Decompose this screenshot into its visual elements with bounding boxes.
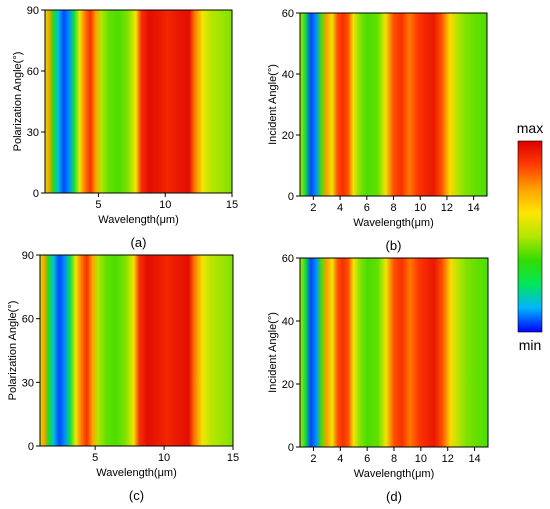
x-tick-label: 5 bbox=[92, 452, 98, 464]
y-tick-label: 90 bbox=[27, 5, 39, 17]
heatmap-panel: 2 4 6 8 10 12 14 0 20 40 60 Wavelength(μm) Incident … bbox=[267, 253, 489, 504]
colorbar-gradient bbox=[517, 140, 543, 333]
x-tick-label: 15 bbox=[226, 199, 238, 211]
heatmap-field bbox=[300, 258, 488, 447]
x-tick-label: 8 bbox=[390, 202, 396, 214]
heatmap-field bbox=[45, 10, 232, 193]
x-tick-label: 15 bbox=[227, 452, 239, 464]
panel-label: (a) bbox=[131, 235, 147, 250]
y-tick-label: 60 bbox=[27, 66, 39, 78]
x-tick-label: 14 bbox=[468, 453, 480, 465]
y-tick-label: 30 bbox=[27, 127, 39, 139]
x-tick-label: 10 bbox=[415, 453, 427, 465]
x-tick-label: 8 bbox=[391, 453, 397, 465]
y-tick-label: 0 bbox=[28, 441, 34, 453]
x-axis-title: Wavelength(μm) bbox=[96, 467, 177, 479]
colorbar: max min bbox=[517, 120, 543, 353]
x-axis-title: Wavelength(μm) bbox=[98, 214, 179, 226]
y-tick-label: 0 bbox=[33, 188, 39, 200]
x-tick-label: 10 bbox=[159, 199, 171, 211]
x-axis-title: Wavelength(μm) bbox=[354, 468, 435, 480]
heatmap-panel: 2 4 6 8 10 12 14 0 20 40 60 Wavelength(μm) Incident … bbox=[267, 8, 488, 253]
plot-frame bbox=[39, 254, 234, 447]
x-tick-label: 12 bbox=[442, 453, 454, 465]
x-tick-label: 6 bbox=[364, 453, 370, 465]
panel-label: (b) bbox=[386, 238, 402, 253]
colorbar-max-label: max bbox=[517, 120, 543, 136]
heatmap-field bbox=[40, 255, 233, 446]
y-tick-label: 40 bbox=[282, 316, 294, 328]
plot-frame bbox=[44, 9, 233, 194]
y-axis-title: Incident Angle(°) bbox=[267, 64, 279, 145]
y-tick-label: 20 bbox=[282, 379, 294, 391]
y-tick-label: 30 bbox=[22, 377, 34, 389]
x-tick-label: 2 bbox=[310, 453, 316, 465]
y-tick-label: 20 bbox=[282, 130, 294, 142]
y-axis-title: Polarization Angle(°) bbox=[7, 301, 19, 401]
x-tick-label: 14 bbox=[468, 202, 480, 214]
y-axis-title: Incident Angle(°) bbox=[267, 312, 279, 393]
x-tick-label: 6 bbox=[364, 202, 370, 214]
y-tick-label: 60 bbox=[282, 8, 294, 20]
heatmap-panel: 5 10 15 0 30 60 90 Wavelength(μm) Polarization A… bbox=[7, 250, 239, 503]
y-tick-label: 0 bbox=[288, 191, 294, 203]
y-tick-label: 40 bbox=[282, 69, 294, 81]
x-tick-label: 4 bbox=[337, 202, 343, 214]
x-tick-label: 10 bbox=[414, 202, 426, 214]
panel-label: (c) bbox=[129, 488, 144, 503]
x-tick-label: 12 bbox=[441, 202, 453, 214]
heatmap-panel: 5 10 15 0 30 60 90 Wavelength(μm) Polarization A… bbox=[12, 5, 238, 250]
heatmap-field bbox=[300, 13, 487, 196]
x-axis-title: Wavelength(μm) bbox=[353, 217, 434, 229]
colorbar-min-label: min bbox=[519, 337, 542, 353]
y-axis-title: Polarization Angle(°) bbox=[12, 52, 24, 152]
x-tick-label: 2 bbox=[310, 202, 316, 214]
y-tick-label: 0 bbox=[288, 442, 294, 454]
x-tick-label: 5 bbox=[95, 199, 101, 211]
panel-label: (d) bbox=[386, 489, 402, 504]
y-tick-label: 60 bbox=[282, 253, 294, 265]
x-tick-label: 4 bbox=[337, 453, 343, 465]
x-tick-label: 10 bbox=[158, 452, 170, 464]
y-tick-label: 60 bbox=[22, 314, 34, 326]
y-tick-label: 90 bbox=[22, 250, 34, 262]
